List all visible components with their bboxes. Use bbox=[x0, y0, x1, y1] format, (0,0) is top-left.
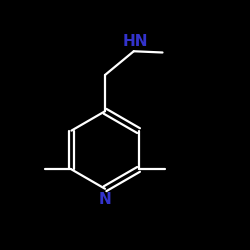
Text: HN: HN bbox=[122, 34, 148, 49]
Text: N: N bbox=[98, 192, 112, 208]
